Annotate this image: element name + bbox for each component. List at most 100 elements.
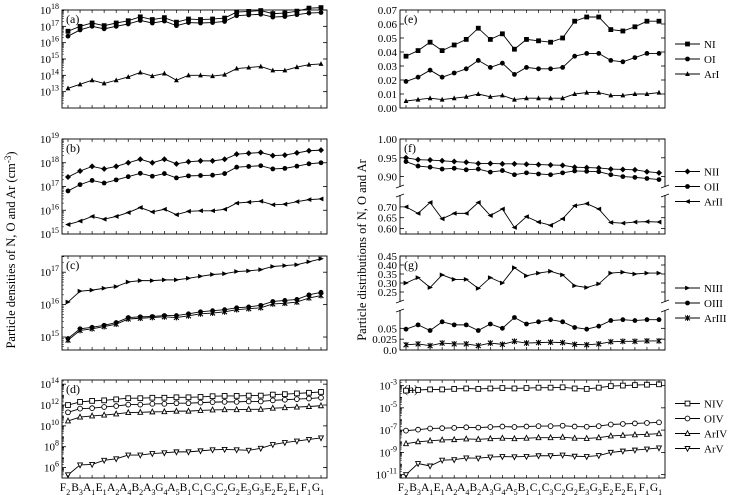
x-tick-label: A5 — [167, 482, 179, 495]
data-point — [656, 219, 662, 225]
data-point — [185, 400, 192, 407]
data-point — [137, 18, 143, 23]
series-NIII — [403, 265, 662, 291]
data-point — [294, 199, 300, 205]
data-point — [536, 66, 541, 72]
y-tick-label: 1017 — [40, 179, 59, 194]
data-point — [487, 213, 493, 218]
data-point — [282, 391, 288, 398]
y-tick-label: 0.05 — [378, 33, 398, 45]
axis-break-mark — [660, 308, 670, 313]
x-tick-label: A3 — [481, 482, 493, 495]
data-point — [137, 315, 144, 322]
series-OIII — [403, 315, 662, 333]
data-point — [137, 14, 143, 20]
legend-entry: NIV — [704, 399, 724, 411]
data-point — [113, 396, 120, 403]
data-point — [89, 325, 95, 332]
data-point — [294, 12, 300, 18]
data-point — [451, 435, 458, 443]
data-point — [451, 42, 457, 48]
data-point — [439, 74, 445, 80]
data-point — [101, 180, 107, 186]
data-point — [548, 268, 554, 274]
series-ArIV — [64, 401, 325, 424]
data-point — [439, 319, 445, 325]
data-point — [571, 164, 578, 171]
data-point — [632, 55, 638, 60]
data-point — [523, 214, 529, 220]
data-point — [161, 70, 167, 76]
data-point — [174, 77, 179, 83]
series-ArII — [403, 200, 662, 230]
data-point — [101, 397, 107, 404]
data-point — [559, 433, 566, 440]
data-point — [245, 398, 252, 405]
data-point — [65, 188, 71, 194]
data-point — [197, 394, 204, 400]
data-point — [186, 173, 191, 179]
data-point — [451, 322, 457, 328]
x-tick-label: E2 — [602, 482, 613, 495]
data-point — [173, 407, 180, 414]
data-point — [548, 317, 553, 323]
data-point — [463, 455, 470, 462]
data-point — [101, 285, 107, 291]
data-point — [149, 20, 155, 26]
data-point — [65, 28, 71, 34]
data-point — [427, 157, 434, 164]
data-point — [198, 17, 203, 22]
data-point — [572, 91, 578, 96]
series-line-NI — [405, 16, 659, 57]
data-point — [619, 166, 626, 173]
data-point — [125, 452, 132, 459]
data-point — [270, 67, 276, 73]
data-point — [548, 66, 553, 72]
data-point — [643, 168, 650, 175]
data-point — [572, 283, 578, 289]
data-point — [221, 156, 228, 163]
x-tick-label: E2 — [276, 482, 287, 495]
data-point — [536, 319, 541, 325]
data-point — [65, 85, 71, 91]
y-tick-label: 1017 — [40, 18, 59, 33]
data-point — [149, 278, 156, 284]
data-point — [631, 166, 638, 173]
series-OIII — [65, 289, 324, 341]
data-point — [233, 405, 240, 413]
series-line-ArII — [405, 201, 660, 229]
data-point — [258, 163, 264, 169]
data-point — [415, 387, 421, 393]
data-point — [281, 440, 288, 447]
data-point — [595, 384, 602, 391]
data-point — [318, 196, 324, 202]
data-point — [439, 166, 445, 172]
data-point — [245, 305, 252, 312]
series-ArIII — [403, 338, 662, 349]
data-point — [209, 208, 215, 214]
data-point — [282, 263, 288, 268]
data-point — [439, 272, 445, 278]
data-point — [644, 176, 650, 181]
data-point — [233, 151, 240, 158]
data-point — [221, 399, 228, 405]
data-point — [113, 321, 119, 328]
data-point — [511, 424, 518, 430]
legend-e: NI OI ArI — [675, 39, 720, 81]
data-point — [560, 65, 566, 70]
data-point — [77, 182, 83, 188]
data-point — [584, 285, 590, 290]
data-point — [89, 23, 95, 29]
data-point — [451, 386, 458, 392]
data-point — [197, 399, 204, 406]
data-point — [656, 169, 662, 176]
data-point — [318, 147, 324, 154]
y-tick-label: 1019 — [40, 131, 59, 146]
data-point — [608, 220, 614, 225]
data-point — [631, 447, 639, 454]
data-point — [415, 426, 421, 433]
data-point — [463, 167, 469, 173]
y-tick-label: 0.90 — [378, 172, 398, 184]
y-tick-label: 0.25 — [378, 287, 398, 299]
